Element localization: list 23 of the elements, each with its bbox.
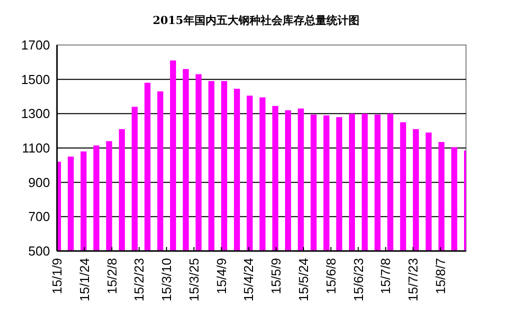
x-tick-label: 15/6/8 <box>323 258 338 294</box>
y-tick-label: 700 <box>28 209 50 224</box>
x-tick-label: 15/5/24 <box>296 258 311 302</box>
x-tick-label: 15/7/23 <box>406 258 421 302</box>
x-tick-label: 15/2/8 <box>104 258 120 294</box>
x-tick-label: 15/3/10 <box>159 258 174 302</box>
y-tick-label: 500 <box>28 244 50 258</box>
x-tick-label: 15/1/24 <box>76 258 92 302</box>
x-tick-label: 15/4/9 <box>214 258 229 294</box>
chart-title: 2015年国内五大钢种社会库存总量统计图 <box>152 14 360 27</box>
y-tick-label: 1700 <box>21 38 50 52</box>
x-tick-label: 15/3/25 <box>186 258 202 302</box>
y-tick-label: 1100 <box>22 140 50 156</box>
x-tick-label: 15/1/9 <box>50 258 64 294</box>
x-tick-label: 15/5/9 <box>268 258 284 294</box>
x-tick-label: 15/8/7 <box>432 258 448 294</box>
x-tick-label: 15/6/23 <box>350 258 366 302</box>
x-tick-label: 15/4/24 <box>241 258 256 302</box>
y-tick-label: 1500 <box>21 72 50 87</box>
x-tick-label: 15/2/23 <box>132 258 147 302</box>
x-tick-label: 15/7/8 <box>378 258 394 294</box>
y-tick-label: 1300 <box>21 106 50 122</box>
y-tick-label: 900 <box>28 174 50 190</box>
